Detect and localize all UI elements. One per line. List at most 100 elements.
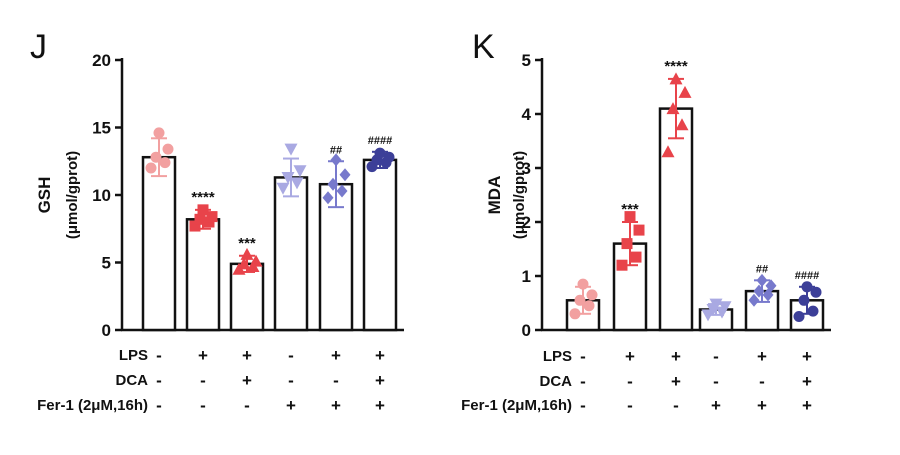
- condition-label-dca: DCA: [540, 373, 573, 390]
- condition-label-fer-1: Fer-1 (2μM,16h): [37, 397, 148, 414]
- condition-label-lps: LPS: [543, 348, 572, 365]
- y-tick-label: 5: [522, 51, 531, 70]
- plus-sign: +: [625, 347, 635, 366]
- minus-sign: -: [288, 346, 294, 365]
- data-point: [150, 151, 162, 163]
- data-point: [583, 300, 595, 312]
- minus-sign: -: [759, 372, 765, 391]
- plus-sign: +: [242, 371, 252, 390]
- condition-label-dca: DCA: [116, 372, 149, 389]
- significance-label: ##: [330, 144, 342, 156]
- minus-sign: -: [200, 371, 206, 390]
- significance-label: ***: [238, 235, 256, 252]
- data-point: [569, 308, 581, 320]
- data-point: [284, 143, 298, 156]
- data-point: [669, 72, 683, 85]
- data-point: [801, 281, 813, 293]
- data-point: [153, 127, 165, 139]
- data-point: [293, 165, 307, 178]
- data-point: [624, 211, 636, 223]
- data-point: [194, 213, 206, 225]
- minus-sign: -: [580, 396, 586, 415]
- plus-sign: +: [671, 347, 681, 366]
- data-point: [666, 102, 680, 115]
- plus-sign: +: [802, 347, 812, 366]
- data-point: [145, 162, 157, 174]
- data-point: [159, 157, 171, 169]
- minus-sign: -: [244, 396, 250, 415]
- y-axis-unit-label: (μmol/gprot): [511, 151, 528, 239]
- bar: [229, 262, 265, 332]
- y-tick-label: 10: [92, 186, 111, 205]
- y-tick-label: 4: [522, 105, 532, 124]
- data-point: [197, 204, 209, 216]
- plus-sign: +: [375, 346, 385, 365]
- data-point: [633, 224, 645, 236]
- data-point: [240, 247, 254, 260]
- data-point: [661, 145, 675, 158]
- panel-letter: J: [30, 28, 47, 66]
- y-axis-label: GSH: [35, 177, 54, 214]
- plus-sign: +: [331, 396, 341, 415]
- data-point: [718, 301, 732, 314]
- bar: [362, 158, 398, 332]
- significance-label: ***: [621, 201, 639, 218]
- plus-sign: +: [802, 372, 812, 391]
- data-point: [249, 254, 263, 267]
- data-point: [793, 311, 805, 322]
- data-point: [678, 85, 692, 98]
- bar: [273, 176, 309, 332]
- y-tick-label: 0: [522, 321, 531, 340]
- minus-sign: -: [156, 396, 162, 415]
- bar: [141, 155, 177, 332]
- data-point: [290, 177, 304, 190]
- significance-label: ####: [795, 270, 819, 282]
- plus-sign: +: [198, 346, 208, 365]
- significance-label: ****: [664, 58, 688, 75]
- data-point: [807, 305, 819, 317]
- data-point: [574, 294, 586, 306]
- plus-sign: +: [331, 346, 341, 365]
- data-point: [586, 289, 598, 301]
- y-tick-label: 2: [522, 213, 531, 232]
- minus-sign: -: [673, 396, 679, 415]
- plus-sign: +: [375, 396, 385, 415]
- y-tick-label: 3: [522, 159, 531, 178]
- data-point: [810, 286, 822, 298]
- data-point: [616, 259, 628, 271]
- panel-letter: K: [472, 28, 495, 66]
- y-tick-label: 20: [92, 51, 111, 70]
- data-point: [765, 279, 777, 293]
- data-point: [237, 257, 251, 270]
- data-point: [675, 118, 689, 131]
- y-tick-label: 1: [522, 267, 531, 286]
- minus-sign: -: [156, 346, 162, 365]
- plus-sign: +: [375, 371, 385, 390]
- minus-sign: -: [713, 347, 719, 366]
- minus-sign: -: [580, 347, 586, 366]
- minus-sign: -: [580, 372, 586, 391]
- data-point: [798, 294, 810, 306]
- data-point: [756, 273, 768, 287]
- y-tick-label: 5: [102, 254, 111, 273]
- data-point: [621, 238, 633, 250]
- data-point: [630, 251, 642, 263]
- y-axis-unit-label: (μmol/gprot): [64, 151, 81, 239]
- condition-label-lps: LPS: [119, 347, 148, 364]
- y-axis-label: MDA: [485, 176, 504, 215]
- data-point: [206, 211, 218, 223]
- condition-label-fer-1: Fer-1 (2μM,16h): [461, 397, 572, 414]
- minus-sign: -: [333, 371, 339, 390]
- data-point: [281, 171, 295, 184]
- bar: [658, 107, 694, 332]
- minus-sign: -: [156, 371, 162, 390]
- data-point: [330, 153, 342, 167]
- data-point: [339, 168, 351, 182]
- data-point: [748, 293, 760, 307]
- data-point: [322, 191, 334, 205]
- minus-sign: -: [713, 372, 719, 391]
